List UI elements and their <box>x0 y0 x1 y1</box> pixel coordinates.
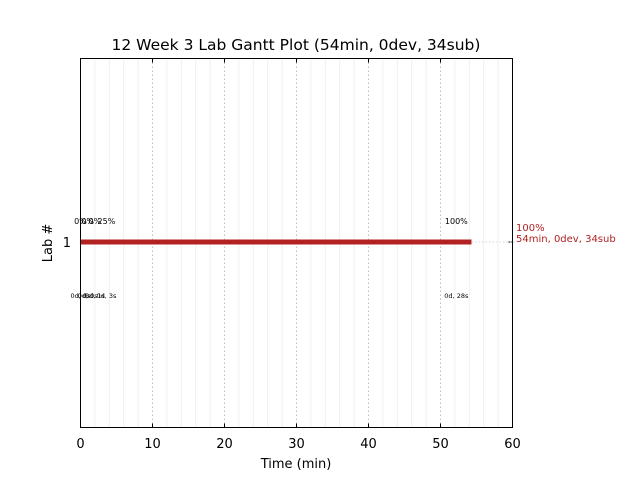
plot-frame <box>80 58 513 428</box>
x-axis-label: Time (min) <box>260 457 332 472</box>
x-tick-label: 0 <box>76 437 84 452</box>
end-annotation-line: 100% <box>516 223 545 234</box>
progress-time-label: 0d, 1s <box>85 292 106 300</box>
progress-time-label: 0d, 3s <box>96 292 117 300</box>
x-axis-ticks: 0 10 20 30 40 50 60 <box>76 58 521 452</box>
progress-percent-label: 100% <box>445 217 468 226</box>
progress-percent-label: 25% <box>98 217 116 226</box>
end-annotation-line: 54min, 0dev, 34sub <box>516 234 616 245</box>
y-tick-label: 1 <box>63 236 71 251</box>
progress-percent-label: 0% <box>81 217 94 226</box>
y-axis-label: Lab # <box>41 224 56 263</box>
progress-time-label: 0d, 0s <box>78 292 99 300</box>
progress-percent-label: 0% <box>89 217 102 226</box>
end-annotation: 100%54min, 0dev, 34sub <box>516 223 616 245</box>
x-tick-label: 50 <box>432 437 449 452</box>
progress-time-label: 0d, 28s <box>444 292 469 300</box>
chart-title: 12 Week 3 Lab Gantt Plot (54min, 0dev, 3… <box>112 36 481 54</box>
x-tick-label: 30 <box>288 437 305 452</box>
x-tick-label: 60 <box>504 437 521 452</box>
gantt-bar <box>80 239 472 245</box>
x-tick-label: 40 <box>360 437 377 452</box>
x-tick-label: 20 <box>216 437 233 452</box>
bars-layer <box>80 239 517 245</box>
x-tick-label: 10 <box>144 437 161 452</box>
